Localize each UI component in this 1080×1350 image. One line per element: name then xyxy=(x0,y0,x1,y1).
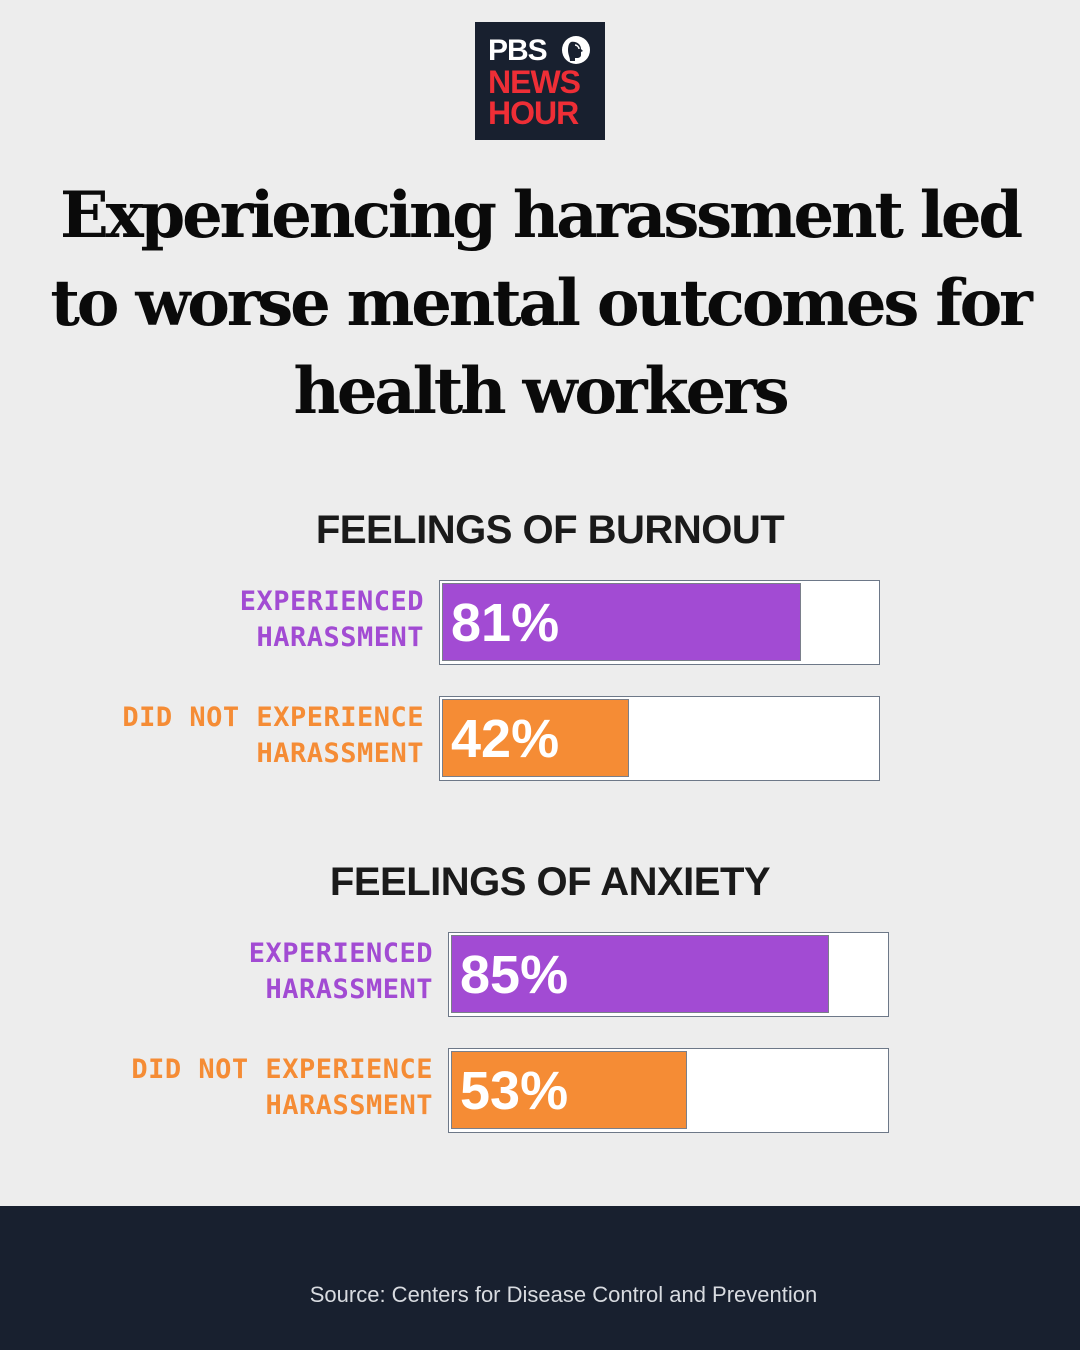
row-label-container: DID NOT EXPERIENCE HARASSMENT xyxy=(0,1048,433,1136)
row-label-line: EXPERIENCED xyxy=(248,938,433,969)
row-label: EXPERIENCED HARASSMENT xyxy=(249,936,433,1008)
bar-fill-not-experienced: 53% xyxy=(451,1051,687,1129)
bar-frame: 53% xyxy=(448,1048,889,1133)
row-label: DID NOT EXPERIENCE HARASSMENT xyxy=(131,1052,433,1124)
bar-value: 53% xyxy=(460,1061,569,1121)
row-label-line: DID NOT EXPERIENCE xyxy=(122,702,424,733)
footer: Source: Centers for Disease Control and … xyxy=(0,1206,1080,1350)
bar-frame: 85% xyxy=(448,932,889,1017)
row-label-container: DID NOT EXPERIENCE HARASSMENT xyxy=(0,696,424,784)
title-line: Experiencing harassment led xyxy=(60,178,1023,253)
row-label-line: HARASSMENT xyxy=(256,738,424,769)
bar-value: 81% xyxy=(451,593,560,653)
section-title-anxiety: FEELINGS OF ANXIETY xyxy=(329,860,771,904)
row-label-line: EXPERIENCED xyxy=(239,586,424,617)
row-label-container: EXPERIENCED HARASSMENT xyxy=(0,932,433,1020)
bar-frame: 81% xyxy=(439,580,880,665)
row-label-line: DID NOT EXPERIENCE xyxy=(131,1054,433,1085)
row-label: DID NOT EXPERIENCE HARASSMENT xyxy=(122,700,424,772)
title-line: to worse mental outcomes for xyxy=(50,266,1032,341)
logo-line-news: NEWS xyxy=(488,64,581,100)
title-line: health workers xyxy=(293,354,790,429)
row-label-line: HARASSMENT xyxy=(265,1090,433,1121)
logo-line-pbs: PBS xyxy=(488,34,548,67)
pbs-newshour-logo: PBS NEWS HOUR xyxy=(475,22,605,140)
row-label-line: HARASSMENT xyxy=(265,974,433,1005)
pbs-head-icon xyxy=(562,36,590,64)
bar-fill-experienced: 85% xyxy=(451,935,829,1013)
source-note: Source: Centers for Disease Control and … xyxy=(309,1282,818,1307)
bar-value: 85% xyxy=(460,945,569,1005)
bar-fill-not-experienced: 42% xyxy=(442,699,629,777)
row-label: EXPERIENCED HARASSMENT xyxy=(240,584,424,656)
row-label-container: EXPERIENCED HARASSMENT xyxy=(0,580,424,668)
section-title-burnout: FEELINGS OF BURNOUT xyxy=(315,508,785,552)
bar-fill-experienced: 81% xyxy=(442,583,801,661)
bar-value: 42% xyxy=(451,709,560,769)
page-title: Experiencing harassment led to worse men… xyxy=(0,172,1080,436)
bar-frame: 42% xyxy=(439,696,880,781)
row-label-line: HARASSMENT xyxy=(256,622,424,653)
logo-line-hour: HOUR xyxy=(488,95,579,131)
